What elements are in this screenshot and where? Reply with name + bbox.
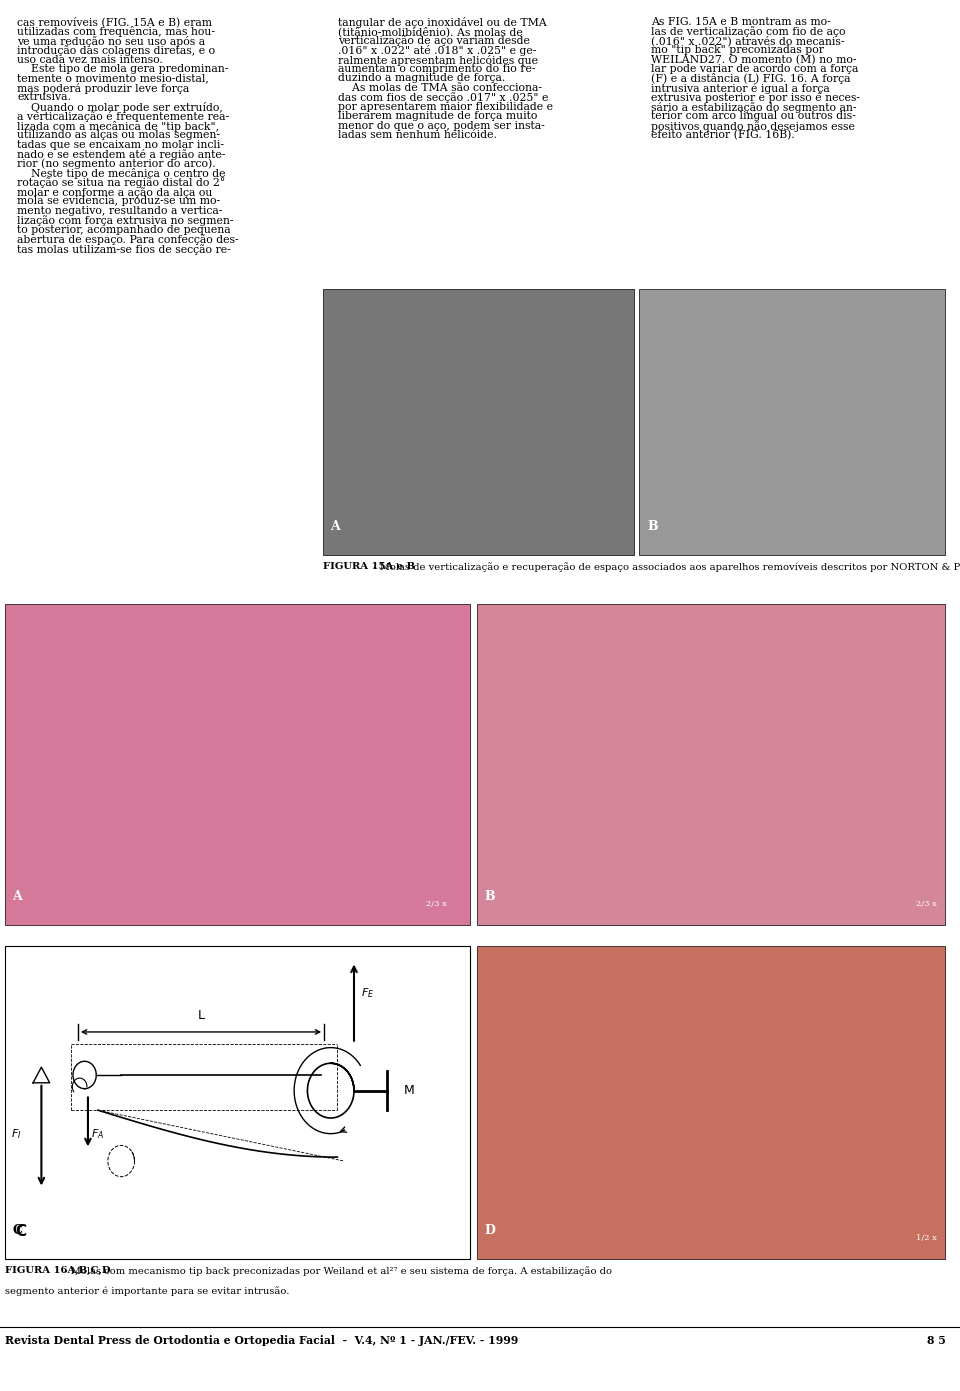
- Text: .016" x .022" até .018" x .025" e ge-: .016" x .022" até .018" x .025" e ge-: [338, 45, 537, 56]
- Text: verticalização de aço variam desde: verticalização de aço variam desde: [338, 36, 530, 46]
- Text: rior (no segmento anterior do arco).: rior (no segmento anterior do arco).: [17, 159, 216, 170]
- Text: ladas sem nenhum helicóide.: ladas sem nenhum helicóide.: [338, 131, 496, 140]
- Text: cas removíveis (FIG. 15A e B) eram: cas removíveis (FIG. 15A e B) eram: [17, 17, 212, 28]
- Text: A: A: [12, 890, 22, 903]
- Text: utilizadas com frequência, mas hou-: utilizadas com frequência, mas hou-: [17, 26, 215, 38]
- Text: das com fios de secção .017" x .025" e: das com fios de secção .017" x .025" e: [338, 92, 548, 103]
- Text: por apresentarem maior flexibilidade e: por apresentarem maior flexibilidade e: [338, 102, 553, 111]
- Text: temente o movimento mesio-distal,: temente o movimento mesio-distal,: [17, 74, 209, 83]
- Text: (F) e a distância (L) FIG. 16. A força: (F) e a distância (L) FIG. 16. A força: [651, 74, 851, 85]
- Text: C: C: [14, 1224, 26, 1239]
- Text: nado e se estendem até a região ante-: nado e se estendem até a região ante-: [17, 149, 226, 160]
- Text: 2/3 x: 2/3 x: [425, 900, 446, 908]
- Text: B: B: [647, 520, 658, 533]
- Text: mola se evidencia, produz-se um mo-: mola se evidencia, produz-se um mo-: [17, 196, 221, 206]
- Text: FIGURA 15A e B: FIGURA 15A e B: [323, 562, 415, 570]
- Text: duzindo a magnitude de força.: duzindo a magnitude de força.: [338, 74, 505, 83]
- Text: intrusiva anterior é igual a força: intrusiva anterior é igual a força: [651, 83, 829, 95]
- Text: abertura de espaço. Para confecção des-: abertura de espaço. Para confecção des-: [17, 234, 239, 245]
- Text: a verticalização é frequentemente rea-: a verticalização é frequentemente rea-: [17, 111, 229, 122]
- Text: positivos quando não desejamos esse: positivos quando não desejamos esse: [651, 121, 854, 132]
- Text: (.016" x .022") através do mecanis-: (.016" x .022") através do mecanis-: [651, 36, 845, 46]
- Text: C: C: [12, 1224, 22, 1237]
- Text: $F_I$: $F_I$: [12, 1127, 22, 1141]
- Text: segmento anterior é importante para se evitar intrusão.: segmento anterior é importante para se e…: [5, 1287, 289, 1296]
- Text: As FIG. 15A e B montram as mo-: As FIG. 15A e B montram as mo-: [651, 17, 830, 26]
- Text: 2/3 x: 2/3 x: [916, 900, 937, 908]
- Text: D: D: [485, 1224, 495, 1237]
- Text: extrusiva posterior e por isso é neces-: extrusiva posterior e por isso é neces-: [651, 92, 860, 103]
- Text: mo "tip back" preconizadas por: mo "tip back" preconizadas por: [651, 45, 824, 56]
- Text: tadas que se encaixam no molar incli-: tadas que se encaixam no molar incli-: [17, 139, 225, 150]
- Text: $F_A$: $F_A$: [91, 1127, 105, 1141]
- Text: 1/2 x: 1/2 x: [916, 1234, 937, 1242]
- Text: Revista Dental Press de Ortodontia e Ortopedia Facial  -  V.4, Nº 1 - JAN./FEV. : Revista Dental Press de Ortodontia e Ort…: [5, 1335, 518, 1346]
- Text: extrusiva.: extrusiva.: [17, 92, 71, 103]
- Text: las de verticalização com fio de aço: las de verticalização com fio de aço: [651, 26, 846, 38]
- Text: FIGURA 16A,B,C,D: FIGURA 16A,B,C,D: [5, 1266, 110, 1274]
- Text: sário a estabilização do segmento an-: sário a estabilização do segmento an-: [651, 102, 856, 113]
- Text: molar e conforme a ação da alça ou: molar e conforme a ação da alça ou: [17, 186, 213, 198]
- Text: B: B: [485, 890, 495, 903]
- Text: 8 5: 8 5: [926, 1335, 946, 1346]
- Text: A: A: [330, 520, 340, 533]
- Text: lização com força extrusiva no segmen-: lização com força extrusiva no segmen-: [17, 216, 234, 227]
- Text: (titânio-molibidênio). As molas de: (titânio-molibidênio). As molas de: [338, 26, 522, 38]
- Bar: [5, 604, 470, 925]
- Text: utilizando as alças ou molas segmen-: utilizando as alças ou molas segmen-: [17, 131, 220, 140]
- Bar: [477, 946, 945, 1259]
- Text: ralmente apresentam helicóides que: ralmente apresentam helicóides que: [338, 54, 538, 65]
- Text: efeito anterior (FIG. 16B).: efeito anterior (FIG. 16B).: [651, 131, 795, 140]
- Text: As molas de TMA são confecciona-: As molas de TMA são confecciona-: [338, 83, 541, 93]
- Text: uso cada vez mais intenso.: uso cada vez mais intenso.: [17, 54, 163, 64]
- Text: - Molas de verticalização e recuperação de espaço associados aos aparelhos remov: - Molas de verticalização e recuperação …: [371, 562, 960, 572]
- Text: to posterior, acompanhado de pequena: to posterior, acompanhado de pequena: [17, 225, 231, 235]
- Text: terior com arco lingual ou outros dis-: terior com arco lingual ou outros dis-: [651, 111, 855, 121]
- Bar: [477, 604, 945, 925]
- Text: WEILAND27. O momento (M) no mo-: WEILAND27. O momento (M) no mo-: [651, 54, 856, 65]
- Text: Este tipo de mola gera predominan-: Este tipo de mola gera predominan-: [17, 64, 228, 74]
- Text: M: M: [404, 1084, 415, 1097]
- Bar: [323, 289, 634, 555]
- Bar: [5, 946, 470, 1259]
- Text: tas molas utilizam-se fios de secção re-: tas molas utilizam-se fios de secção re-: [17, 243, 231, 255]
- Text: menor do que o aço, podem ser insta-: menor do que o aço, podem ser insta-: [338, 121, 544, 131]
- Text: Quando o molar pode ser extruído,: Quando o molar pode ser extruído,: [17, 102, 223, 113]
- Text: Neste tipo de mecânica o centro de: Neste tipo de mecânica o centro de: [17, 168, 226, 179]
- Text: ve uma redução no seu uso após a: ve uma redução no seu uso após a: [17, 36, 205, 47]
- Text: L: L: [198, 1008, 204, 1022]
- Text: liberarem magnitude de força muito: liberarem magnitude de força muito: [338, 111, 538, 121]
- Bar: [639, 289, 945, 555]
- Text: introdução das colagens diretas, e o: introdução das colagens diretas, e o: [17, 45, 215, 56]
- Text: mento negativo, resultando a vertica-: mento negativo, resultando a vertica-: [17, 206, 223, 216]
- Text: aumentam o comprimento do fio re-: aumentam o comprimento do fio re-: [338, 64, 536, 74]
- Text: - Molas com mecanismo tip back preconizadas por Weiland et al²⁷ e seu sistema de: - Molas com mecanismo tip back preconiza…: [60, 1266, 612, 1276]
- Text: rotação se situa na região distal do 2°: rotação se situa na região distal do 2°: [17, 178, 226, 188]
- Text: mas poderá produzir leve força: mas poderá produzir leve força: [17, 83, 189, 95]
- Text: lar pode variar de acordo com a força: lar pode variar de acordo com a força: [651, 64, 858, 74]
- Text: tangular de aço inoxidável ou de TMA: tangular de aço inoxidável ou de TMA: [338, 17, 546, 28]
- Text: lizada com a mecânica de "tip back",: lizada com a mecânica de "tip back",: [17, 121, 220, 132]
- Text: $F_E$: $F_E$: [361, 986, 374, 1000]
